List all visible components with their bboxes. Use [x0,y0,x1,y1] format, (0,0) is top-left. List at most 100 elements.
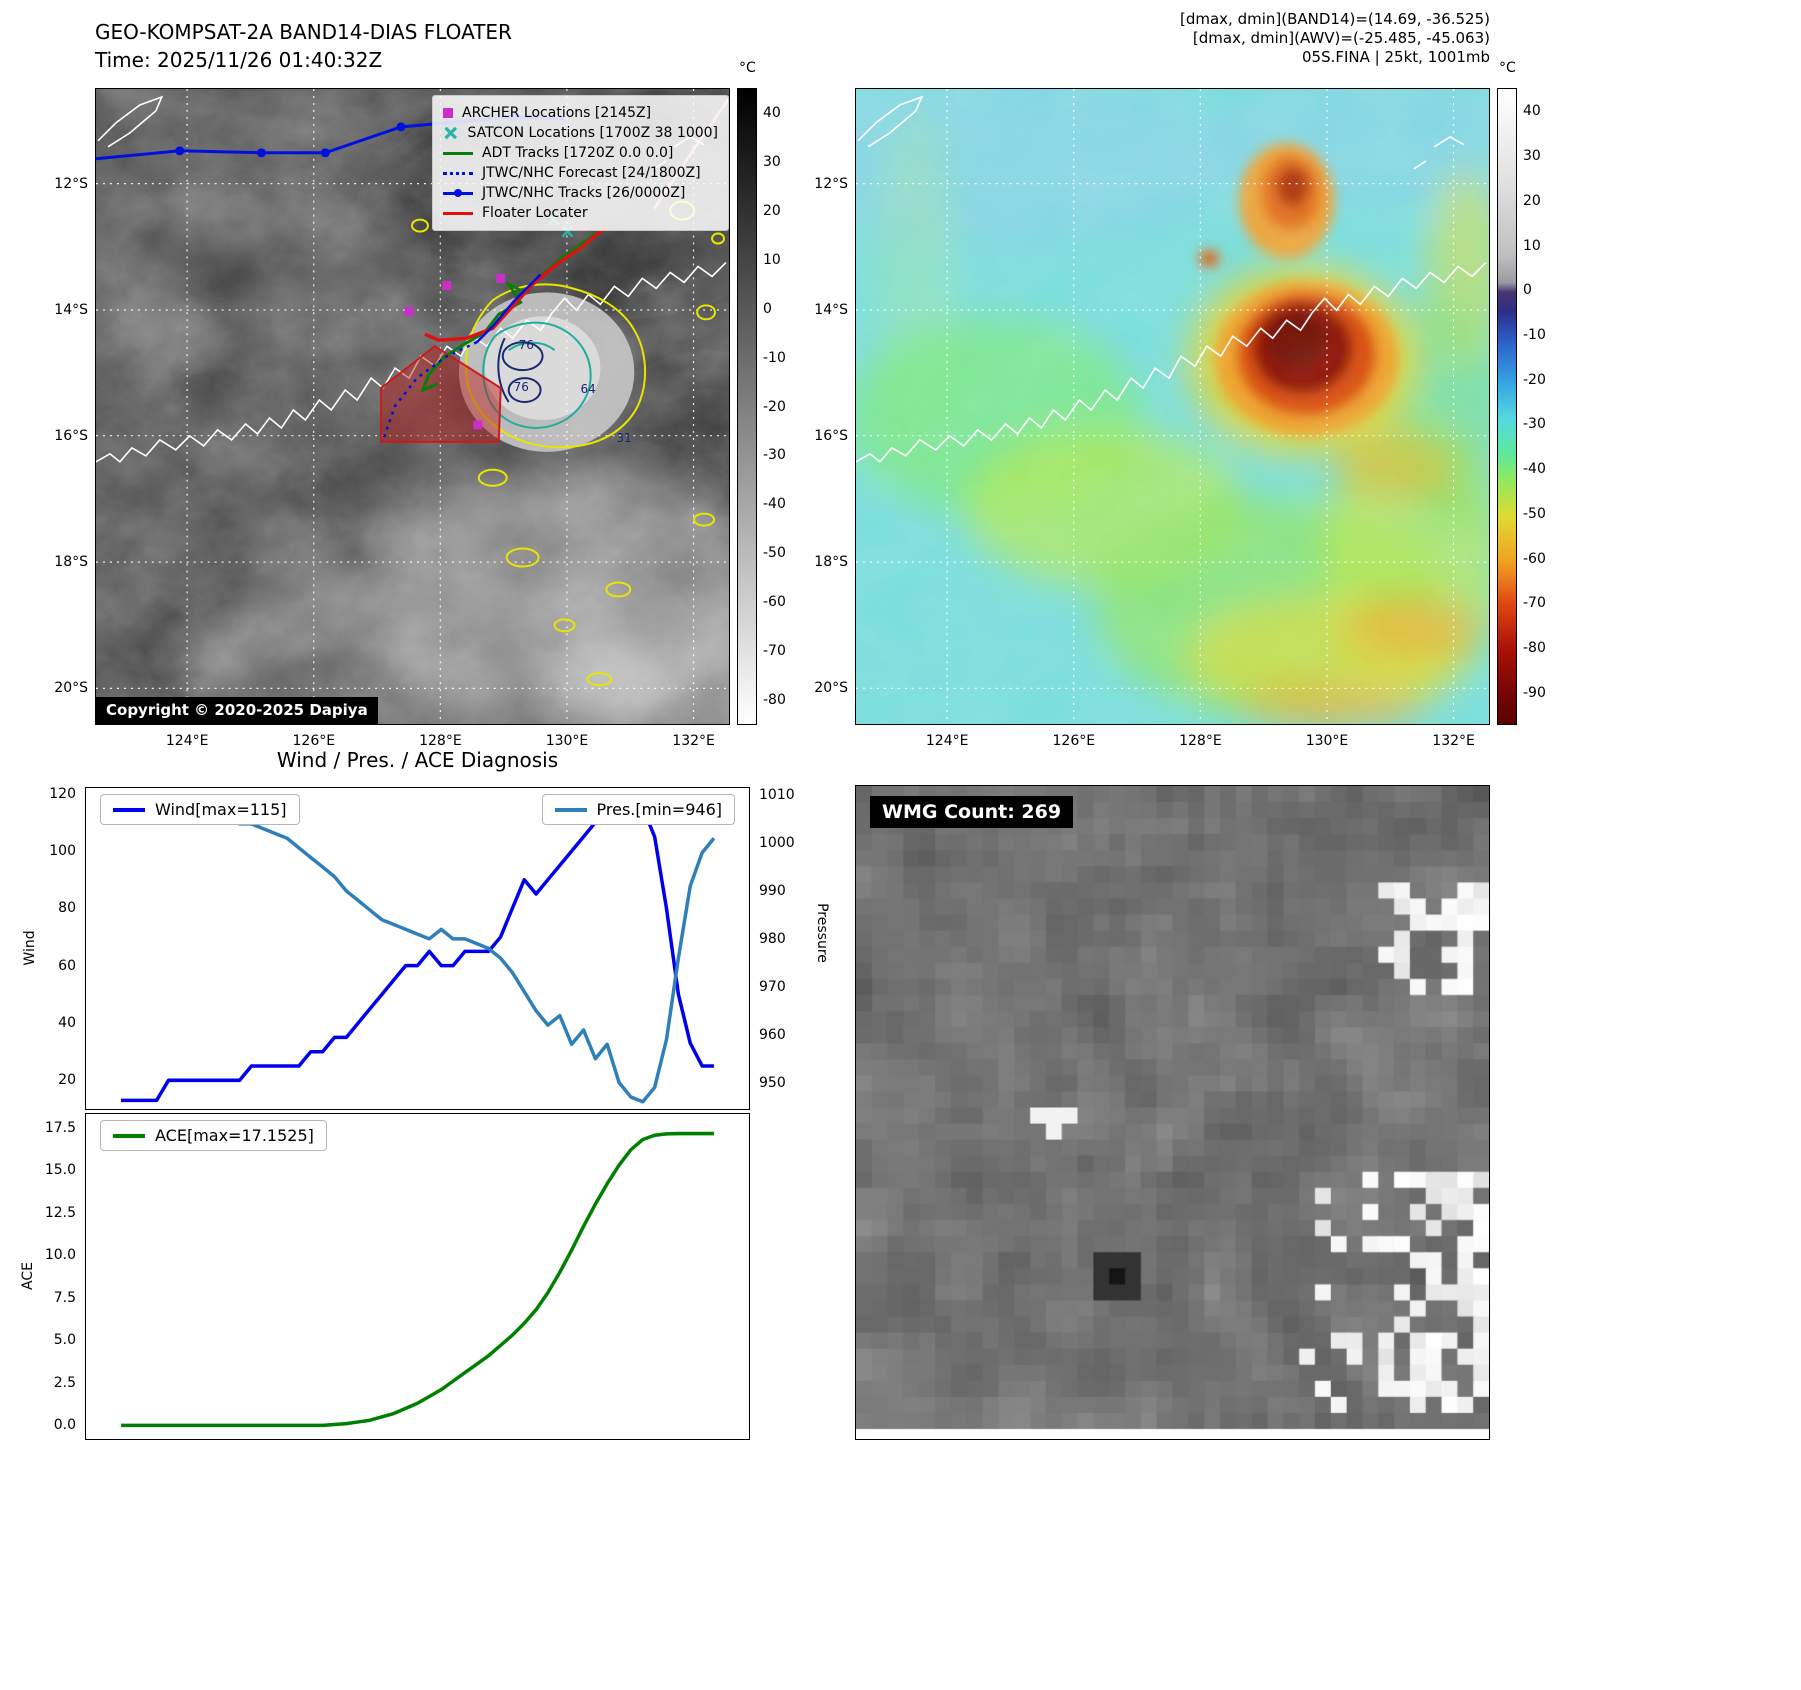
ace-chart: ACE[max=17.1525] 0.0 2.5 5.0 7.5 10.0 12.5 15.… [45,1113,750,1440]
tick-label: 40 [58,1015,76,1031]
ace-line-icon [113,1133,145,1138]
tick-label: -80 [763,691,786,708]
tick-label: 132°E [672,733,715,749]
wmg-image [856,786,1489,1439]
awv-header-line2: [dmax, dmin](AWV)=(-25.485, -45.063) [1192,29,1490,47]
legend-label: SATCON Locations [1700Z 38 1000] [467,125,718,141]
tick-label: -70 [1523,595,1546,612]
satcon-x-icon [444,126,458,140]
tick-label: 14°S [814,302,848,318]
tick-label: 120 [49,785,76,802]
tick-label: 132°E [1432,733,1475,749]
tick-label: 0.0 [53,1417,76,1434]
legend-item-satcon: SATCON Locations [1700Z 38 1000] [443,123,718,143]
legend-label: JTWC/NHC Tracks [26/0000Z] [482,185,686,201]
tick-label: 12°S [54,175,88,192]
tick-label: 128°E [419,733,462,749]
tick-label: -30 [763,447,786,464]
band14-colorbar-unit: °C [739,60,756,76]
tick-label: 960 [759,1026,786,1043]
tick-label: 1000 [759,835,795,852]
pressure-legend: Pres.[min=946] [541,794,735,825]
tick-label: 30 [763,154,781,171]
tick-label: 20 [1523,192,1541,209]
wmg-count-badge: WMG Count: 269 [870,796,1074,828]
wind-series-line [121,806,714,1103]
tick-label: 18°S [54,554,88,571]
pressure-legend-label: Pres.[min=946] [596,800,722,819]
tick-label: -10 [1523,327,1546,343]
tick-label: 16°S [54,427,88,444]
warning-area-polygon [380,344,502,443]
awv-colorbar: 40 30 20 10 0 -10 -20 -30 -40 -50 -60 -70 -80 -90 [1497,88,1546,725]
wmg-panel: WMG Count: 269 [855,785,1490,1440]
tick-label: -50 [763,545,786,561]
tick-label: 16°S [814,427,848,444]
archer-marker [404,273,506,430]
tick-label: 7.5 [53,1289,76,1306]
band14-map-legend: ARCHER Locations [2145Z] SATCON Location… [432,95,729,231]
tick-label: 60 [58,957,76,974]
wind-legend-label: Wind[max=115] [155,800,287,819]
tick-label: 5.0 [53,1332,76,1349]
contour-label: 31 [616,431,631,445]
wind-legend: Wind[max=115] [100,794,300,825]
tick-label: -40 [763,496,786,513]
ace-legend: ACE[max=17.1525] [100,1120,327,1151]
tick-label: 20°S [814,680,848,697]
band14-time: Time: 2025/11/26 01:40:32Z [95,48,383,72]
tick-label: 2.5 [53,1374,76,1391]
tick-label: 980 [759,930,786,947]
floater-line-icon [443,211,473,215]
legend-item-forecast: JTWC/NHC Forecast [24/1800Z] [443,163,718,183]
legend-label: JTWC/NHC Forecast [24/1800Z] [482,165,701,181]
legend-label: ADT Tracks [1720Z 0.0 0.0] [482,145,674,161]
tick-label: 0 [763,300,772,317]
legend-item-jtwc-tracks: JTWC/NHC Tracks [26/0000Z] [443,183,718,203]
tick-label: 128°E [1179,733,1222,749]
diagnosis-title: Wind / Pres. / ACE Diagnosis [276,748,559,772]
tick-label: -20 [763,398,786,415]
contour-label: 76 [514,380,529,394]
pressure-line-icon [554,807,587,812]
tick-label: 130°E [1305,733,1349,749]
tick-label: -90 [1523,684,1546,701]
tick-label: -60 [763,593,786,610]
tick-label: 100 [49,843,76,860]
awv-header: [dmax, dmin](BAND14)=(14.69, -36.525) [d… [1000,10,1490,67]
tick-label: -80 [1523,640,1546,656]
tick-label: 970 [759,978,786,995]
legend-item-adt: ADT Tracks [1720Z 0.0 0.0] [443,143,718,163]
grid-lines [856,89,1489,724]
tick-label: 10.0 [44,1247,76,1264]
tick-label: 950 [759,1074,786,1091]
tick-label: 18°S [814,554,848,571]
awv-texture [856,89,1489,724]
storm-cdo-core [484,316,601,420]
awv-header-line1: [dmax, dmin](BAND14)=(14.69, -36.525) [1179,10,1490,28]
tick-label: 20°S [54,680,88,697]
pres-series-line [121,807,716,1104]
copyright-banner: Copyright © 2020-2025 Dapiya [96,697,378,724]
tick-label: -60 [1523,550,1546,567]
tick-label: 17.5 [44,1119,76,1136]
wind-axis-label: Wind [22,930,38,966]
tick-label: 20 [763,203,781,220]
coastline [856,95,1487,463]
tick-label: 990 [759,883,786,899]
tick-label: 124°E [165,733,209,749]
tick-label: 30 [1523,148,1541,165]
floater-track-line [424,225,608,342]
adt-line-icon [443,151,473,155]
legend-item-floater: Floater Locater [443,203,718,223]
ace-legend-label: ACE[max=17.1525] [155,1126,314,1145]
tick-label: 130°E [545,733,589,749]
band14-title-block: GEO-KOMPSAT-2A BAND14-DIAS FLOATER Time:… [95,18,512,74]
tick-label: 126°E [292,733,336,749]
tick-label: -20 [1523,371,1546,388]
legend-label: Floater Locater [482,205,588,221]
wind-line-icon [113,807,145,812]
awv-map: 12°S 14°S 16°S 18°S 20°S 124°E 126°E 128°E 130°E… [814,88,1490,749]
track-line-dot-icon [443,188,473,198]
wind-pressure-plot [121,806,716,1104]
